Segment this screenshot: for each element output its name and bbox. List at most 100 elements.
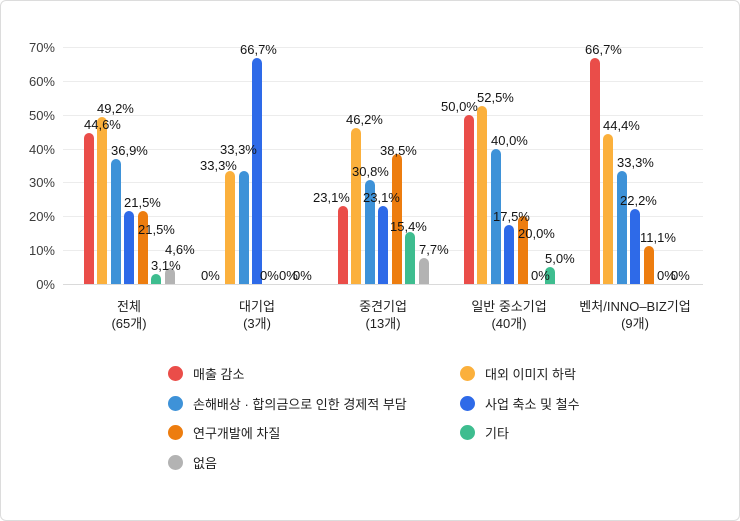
bar-label-중견기업-sales-decrease: 23,1% xyxy=(313,190,350,205)
bar-벤처/INNO–BIZ기업-sales-decrease xyxy=(589,58,600,284)
legend-item-other: 기타 xyxy=(460,424,509,441)
bar-label-전체-sales-decrease: 44,6% xyxy=(84,117,121,132)
y-axis-tick-40: 40% xyxy=(28,142,55,157)
bar-일반 중소기업-business-reduction xyxy=(504,225,514,284)
x-axis-label-벤처/INNO–BIZ기업: 벤처/INNO–BIZ기업 (9개) xyxy=(579,299,691,331)
legend-label-sales-decrease: 매출 감소 xyxy=(193,366,245,382)
bar-label-대기업-sales-decrease: 0% xyxy=(201,268,220,283)
y-axis-tick-30: 30% xyxy=(28,175,55,190)
bar-전체-business-reduction xyxy=(124,211,134,284)
gridline-70 xyxy=(63,47,703,48)
bar-벤처/INNO–BIZ기업-rnd-disruption xyxy=(643,246,654,284)
legend-dot-settlement-burden xyxy=(168,395,183,411)
bar-벤처/INNO–BIZ기업-image-decline xyxy=(603,134,613,284)
bar-일반 중소기업-image-decline xyxy=(477,106,487,284)
x-axis-label-중견기업: 중견기업 (13개) xyxy=(359,299,407,331)
bar-중견기업-sales-decrease xyxy=(337,206,348,284)
gridline-0 xyxy=(63,284,703,285)
bar-label-일반 중소기업-none: 0% xyxy=(531,268,550,283)
bar-전체-none xyxy=(164,268,175,284)
bar-label-전체-rnd-disruption: 21,5% xyxy=(138,222,175,237)
legend-item-image-decline: 대외 이미지 하락 xyxy=(460,365,576,382)
bar-label-벤처/INNO–BIZ기업-image-decline: 44,4% xyxy=(603,118,640,133)
bar-label-일반 중소기업-business-reduction: 17,5% xyxy=(493,209,530,224)
bar-label-대기업-business-reduction: 66,7% xyxy=(240,42,277,57)
bar-일반 중소기업-settlement-burden xyxy=(490,149,501,284)
legend-item-sales-decrease: 매출 감소 xyxy=(168,365,245,382)
bar-중견기업-settlement-burden xyxy=(364,180,375,284)
bar-대기업-settlement-burden xyxy=(238,171,249,284)
legend-item-none: 없음 xyxy=(168,454,217,471)
legend-dot-sales-decrease xyxy=(168,365,183,381)
bar-label-전체-none: 4,6% xyxy=(165,242,195,257)
bar-label-중견기업-image-decline: 46,2% xyxy=(346,112,383,127)
bar-label-중견기업-settlement-burden: 30,8% xyxy=(352,164,389,179)
bar-전체-settlement-burden xyxy=(110,159,121,284)
bar-label-벤처/INNO–BIZ기업-other: 0% xyxy=(657,268,676,283)
legend-dot-none xyxy=(168,454,183,470)
bar-중견기업-other xyxy=(405,232,415,284)
legend-dot-image-decline xyxy=(460,365,475,381)
x-axis-label-일반 중소기업: 일반 중소기업 (40개) xyxy=(471,299,547,331)
gridline-30 xyxy=(63,182,703,183)
x-axis-label-대기업: 대기업 (3개) xyxy=(239,299,275,331)
bar-중견기업-business-reduction xyxy=(378,206,388,284)
bar-label-일반 중소기업-rnd-disruption: 20,0% xyxy=(518,226,555,241)
bar-label-벤처/INNO–BIZ기업-settlement-burden: 33,3% xyxy=(617,155,654,170)
y-axis-tick-10: 10% xyxy=(28,243,55,258)
bar-벤처/INNO–BIZ기업-settlement-burden xyxy=(616,171,627,284)
bar-label-중견기업-none: 7,7% xyxy=(419,242,449,257)
gridline-40 xyxy=(63,149,703,150)
bar-일반 중소기업-rnd-disruption xyxy=(517,216,528,284)
legend-item-business-reduction: 사업 축소 및 철수 xyxy=(460,395,580,412)
bar-label-일반 중소기업-image-decline: 52,5% xyxy=(477,90,514,105)
bar-label-중견기업-other: 15,4% xyxy=(390,219,427,234)
legend-label-settlement-burden: 손해배상 · 합의금으로 인한 경제적 부담 xyxy=(193,396,407,412)
legend-item-rnd-disruption: 연구개발에 차질 xyxy=(168,424,281,441)
bar-대기업-business-reduction xyxy=(252,58,262,284)
gridline-60 xyxy=(63,81,703,82)
bar-label-대기업-other: 0% xyxy=(279,268,298,283)
legend-label-other: 기타 xyxy=(485,425,509,441)
legend-label-none: 없음 xyxy=(193,455,217,471)
bar-label-대기업-rnd-disruption: 0% xyxy=(260,268,279,283)
y-axis-tick-20: 20% xyxy=(28,209,55,224)
bar-전체-other xyxy=(151,274,161,284)
bar-전체-rnd-disruption xyxy=(137,211,148,284)
bar-중견기업-image-decline xyxy=(351,128,361,284)
bar-label-중견기업-rnd-disruption: 38,5% xyxy=(380,143,417,158)
bar-label-중견기업-business-reduction: 23,1% xyxy=(363,190,400,205)
bar-전체-image-decline xyxy=(97,117,107,284)
bar-label-전체-other: 3,1% xyxy=(151,258,181,273)
bar-중견기업-rnd-disruption xyxy=(391,154,402,284)
y-axis-tick-60: 60% xyxy=(28,74,55,89)
bar-label-전체-image-decline: 49,2% xyxy=(97,101,134,116)
bar-label-전체-business-reduction: 21,5% xyxy=(124,195,161,210)
legend-item-settlement-burden: 손해배상 · 합의금으로 인한 경제적 부담 xyxy=(168,395,407,412)
bar-label-벤처/INNO–BIZ기업-rnd-disruption: 11,1% xyxy=(640,230,676,245)
bar-label-벤처/INNO–BIZ기업-sales-decrease: 66,7% xyxy=(585,42,622,57)
legend-dot-other xyxy=(460,424,475,440)
bar-label-대기업-none: 0% xyxy=(293,268,312,283)
y-axis-tick-50: 50% xyxy=(28,108,55,123)
bar-label-벤처/INNO–BIZ기업-business-reduction: 22,2% xyxy=(620,193,657,208)
bar-전체-sales-decrease xyxy=(83,133,94,284)
bar-label-일반 중소기업-sales-decrease: 50,0% xyxy=(441,99,478,114)
x-axis-label-전체: 전체 (65개) xyxy=(111,299,147,331)
legend-label-rnd-disruption: 연구개발에 차질 xyxy=(193,425,281,441)
gridline-50 xyxy=(63,115,703,116)
y-axis-tick-0: 0% xyxy=(36,277,55,292)
bar-label-대기업-settlement-burden: 33,3% xyxy=(220,142,257,157)
bar-label-전체-settlement-burden: 36,9% xyxy=(111,143,148,158)
bar-label-벤처/INNO–BIZ기업-none: 0% xyxy=(671,268,690,283)
legend-dot-rnd-disruption xyxy=(168,424,183,440)
bar-중견기업-none xyxy=(418,258,429,284)
bar-label-일반 중소기업-other: 5,0% xyxy=(545,251,575,266)
legend-label-business-reduction: 사업 축소 및 철수 xyxy=(485,396,580,412)
bar-대기업-image-decline xyxy=(225,171,235,284)
legend-dot-business-reduction xyxy=(460,395,475,411)
y-axis-tick-70: 70% xyxy=(28,40,55,55)
bar-벤처/INNO–BIZ기업-business-reduction xyxy=(630,209,640,284)
bar-label-대기업-image-decline: 33,3% xyxy=(200,158,237,173)
bar-label-일반 중소기업-settlement-burden: 40,0% xyxy=(491,133,528,148)
